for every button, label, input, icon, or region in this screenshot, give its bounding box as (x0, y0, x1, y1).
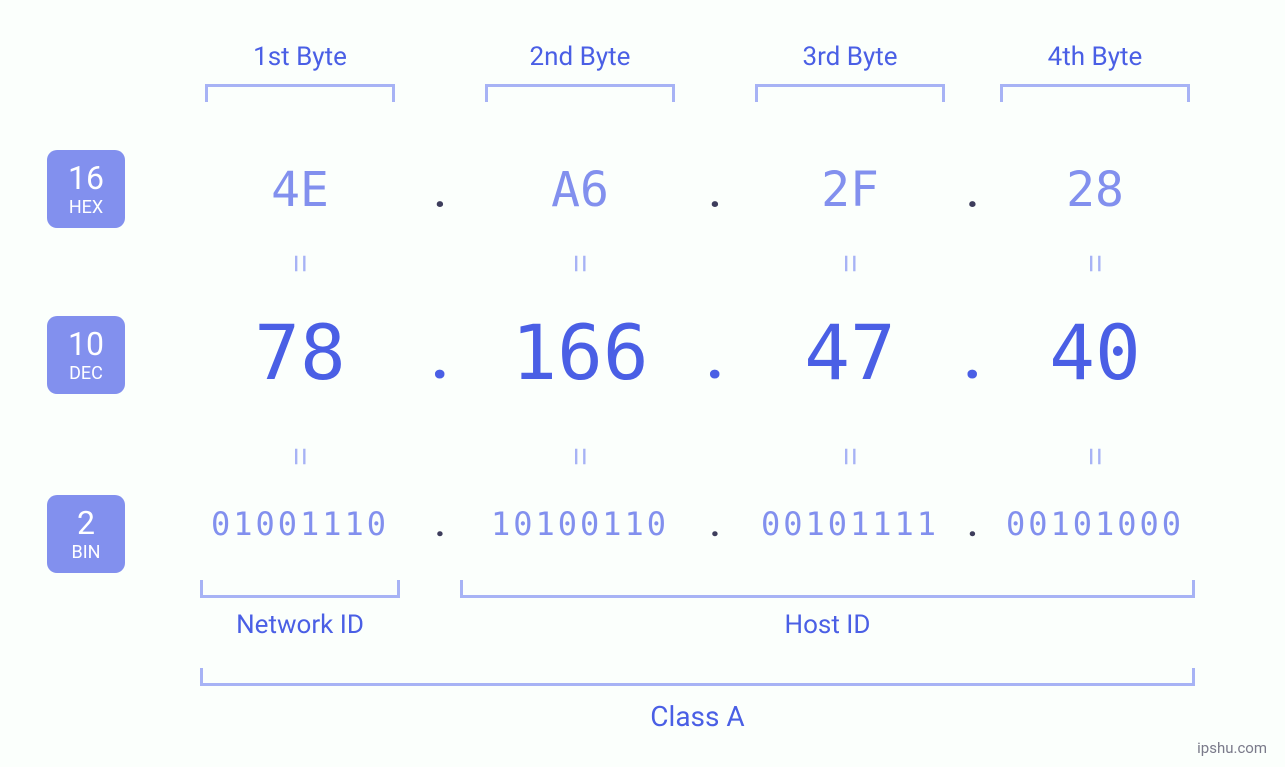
byte-header-3: 3rd Byte (750, 42, 950, 72)
watermark: ipshu.com (1197, 739, 1267, 757)
top-bracket-2 (485, 84, 675, 102)
separator-dot: . (705, 505, 725, 545)
network-id-bracket (200, 580, 400, 598)
equals-mark: = (562, 357, 599, 557)
class-label: Class A (618, 700, 778, 733)
base-number: 16 (68, 161, 104, 196)
base-label: HEX (69, 198, 103, 218)
top-bracket-3 (755, 84, 945, 102)
base-number: 10 (68, 327, 104, 362)
network-id-label: Network ID (200, 610, 400, 640)
host-id-bracket (460, 580, 1195, 598)
host-id-label: Host ID (728, 610, 928, 640)
equals-mark: = (1077, 164, 1114, 364)
top-bracket-1 (205, 84, 395, 102)
separator-dot: . (705, 322, 725, 393)
separator-dot: . (705, 170, 725, 217)
separator-dot: . (430, 322, 450, 393)
separator-dot: . (963, 170, 983, 217)
base-badge-hex: 16HEX (47, 150, 125, 228)
base-label: BIN (72, 543, 101, 563)
top-bracket-4 (1000, 84, 1190, 102)
separator-dot: . (963, 505, 983, 545)
equals-mark: = (832, 164, 869, 364)
equals-mark: = (282, 164, 319, 364)
equals-mark: = (832, 357, 869, 557)
byte-header-1: 1st Byte (200, 42, 400, 72)
separator-dot: . (430, 505, 450, 545)
equals-mark: = (562, 164, 599, 364)
base-badge-dec: 10DEC (47, 316, 125, 394)
equals-mark: = (282, 357, 319, 557)
byte-header-4: 4th Byte (995, 42, 1195, 72)
separator-dot: . (430, 170, 450, 217)
byte-header-2: 2nd Byte (480, 42, 680, 72)
separator-dot: . (963, 322, 983, 393)
base-number: 2 (77, 506, 95, 541)
class-bracket (200, 668, 1195, 686)
base-label: DEC (69, 364, 103, 384)
equals-mark: = (1077, 357, 1114, 557)
base-badge-bin: 2BIN (47, 495, 125, 573)
